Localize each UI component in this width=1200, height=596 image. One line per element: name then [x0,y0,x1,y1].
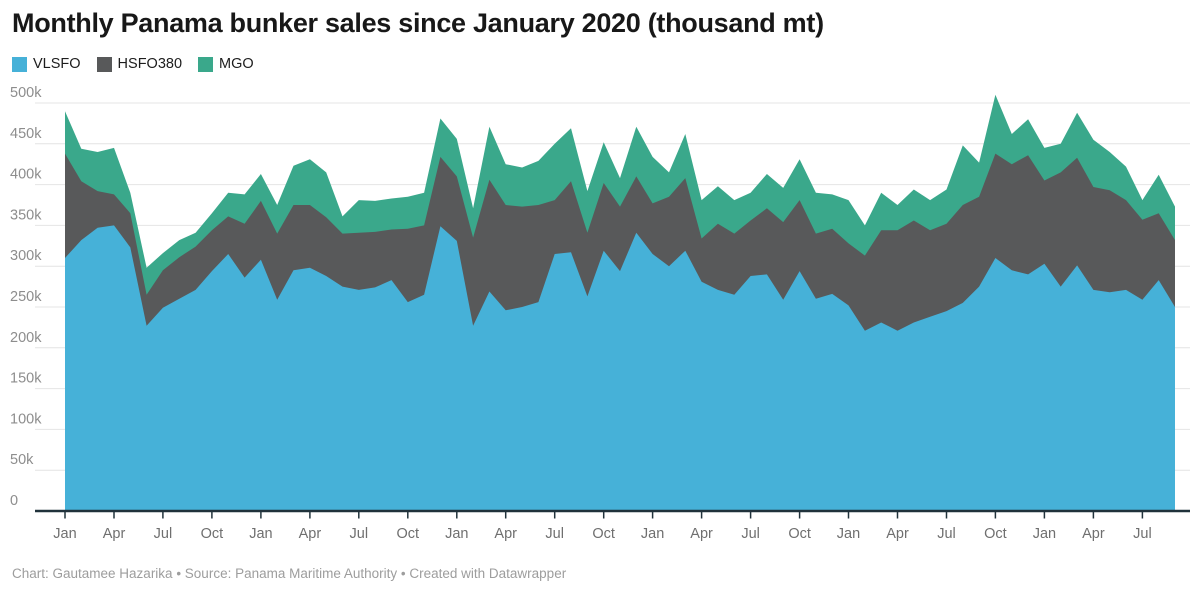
x-axis-label: Jul [350,526,369,542]
legend-label-mgo: MGO [219,56,254,72]
x-axis-label: Apr [103,526,126,542]
legend-item-hsfo380: HSFO380 [96,56,183,72]
chart-footer-credits: Chart: Gautamee Hazarika • Source: Panam… [12,566,567,581]
legend-item-vlsfo: VLSFO [12,57,81,72]
y-axis-label: 0 [10,493,18,509]
x-axis-label: Jan [1033,526,1056,542]
x-axis-label: Oct [984,526,1007,542]
x-axis-label: Apr [299,526,322,542]
x-axis-label: Apr [886,526,909,542]
x-axis-label: Oct [201,526,224,542]
chart-title: Monthly Panama bunker sales since Januar… [12,8,824,38]
x-axis-label: Jan [445,526,468,542]
x-axis-label: Jan [53,526,76,542]
x-axis-label: Oct [592,526,615,542]
x-axis-label: Jul [154,526,173,542]
x-axis-label: Jul [1133,526,1152,542]
x-axis-label: Apr [690,526,713,542]
legend-swatch-vlsfo [12,57,27,72]
y-axis-label: 50k [10,452,34,468]
legend-swatch-hsfo380 [96,57,112,72]
y-axis-label: 250k [10,289,42,305]
bunker-sales-stacked-area-chart: 0 50k 100k 150k 200k 250k 300k 350k 400k 450k 500k… [10,85,1190,542]
chart-legend: VLSFO HSFO380 MGO [12,57,270,72]
x-axis-label: Jul [741,526,760,542]
legend-label-vlsfo: VLSFO [33,56,81,72]
y-axis-label: 100k [10,411,42,427]
area-vlsfo [65,225,1175,511]
y-axis-label: 350k [10,207,42,223]
x-axis-label: Jan [249,526,272,542]
y-axis-label: 450k [10,126,42,142]
legend-item-mgo: MGO [198,57,254,72]
y-axis-label: 500k [10,85,42,101]
y-axis-label: 200k [10,330,42,346]
x-axis-label: Oct [397,526,420,542]
legend-swatch-mgo [198,57,214,72]
x-axis-label: Oct [788,526,811,542]
x-axis-label: Apr [1082,526,1105,542]
y-axis-label: 400k [10,167,42,183]
legend-label-hsfo380: HSFO380 [117,56,183,72]
x-axis-label: Jan [641,526,664,542]
y-axis-label: 300k [10,248,42,264]
y-axis-label: 150k [10,371,42,387]
x-axis-label: Jul [545,526,564,542]
x-axis-label: Jan [837,526,860,542]
x-axis-label: Jul [937,526,956,542]
x-axis-label: Apr [494,526,517,542]
